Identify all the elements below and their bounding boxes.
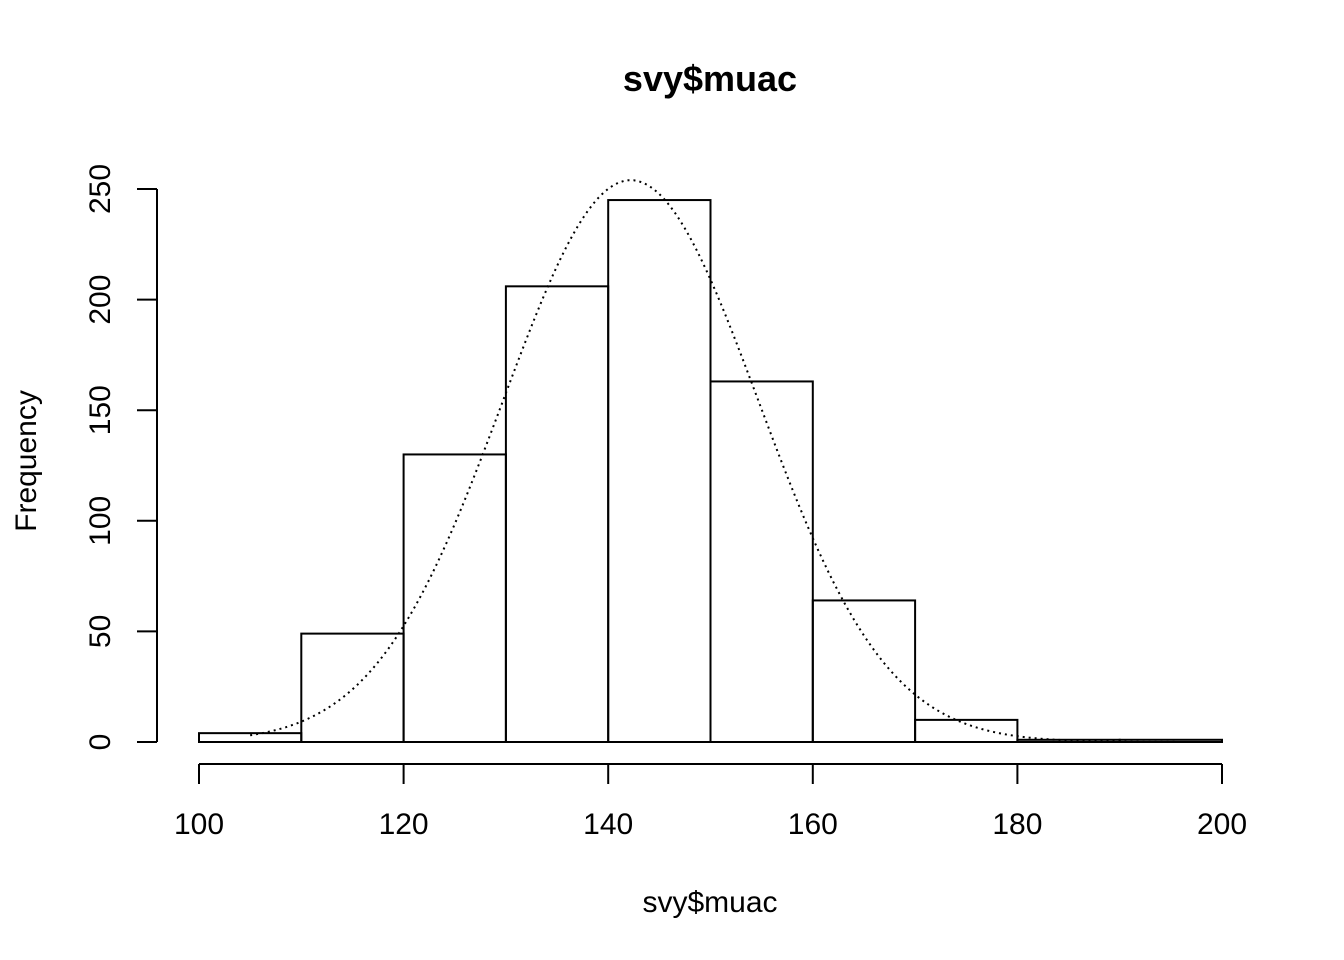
y-tick-label-5: 250 <box>84 164 117 214</box>
histogram-bar-6 <box>811 599 917 743</box>
y-tick-label-0: 0 <box>84 734 117 751</box>
chart-title: svy$muac <box>623 58 797 99</box>
density-curve <box>249 179 1223 743</box>
histogram-bar-7 <box>914 718 1019 744</box>
x-tick-label-1: 120 <box>379 808 429 841</box>
histogram-bar-3 <box>504 285 610 743</box>
y-tick-label-4: 200 <box>84 275 117 325</box>
x-tick-label-2: 140 <box>583 808 633 841</box>
x-tick-label-3: 160 <box>788 808 838 841</box>
y-axis-label: Frequency <box>10 390 43 532</box>
x-tick-label-4: 180 <box>992 808 1042 841</box>
x-axis: 100 120 140 160 180 200 <box>174 763 1247 841</box>
histogram-bar-9 <box>1118 738 1223 744</box>
x-tick-label-5: 200 <box>1197 808 1247 841</box>
y-tick-label-3: 150 <box>84 385 117 435</box>
x-tick-label-0: 100 <box>174 808 224 841</box>
histogram-bar-5 <box>709 380 814 743</box>
x-axis-label: svy$muac <box>642 886 777 919</box>
y-tick-label-1: 50 <box>84 615 117 648</box>
histogram-bar-1 <box>300 632 405 743</box>
histogram-bar-8 <box>1016 738 1121 744</box>
y-axis: 0 50 100 150 200 250 <box>84 164 158 751</box>
histogram-bar-2 <box>402 453 507 743</box>
y-tick-label-2: 100 <box>84 496 117 546</box>
histogram-bars <box>198 199 1223 744</box>
density-curve-layer <box>249 179 1223 743</box>
histogram-bar-4 <box>607 199 712 743</box>
